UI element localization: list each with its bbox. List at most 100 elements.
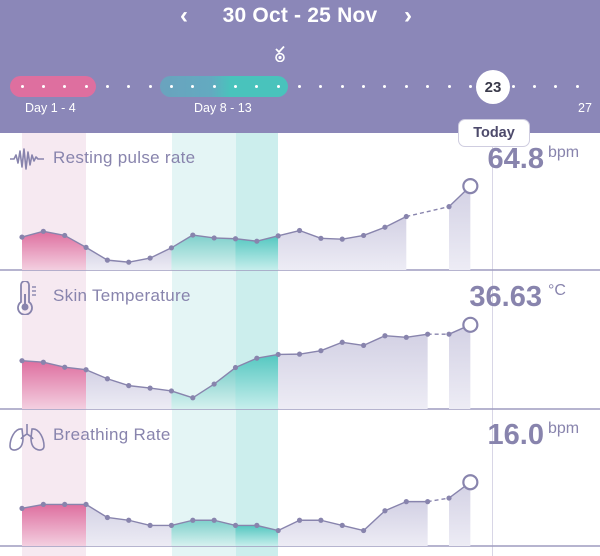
series-line [107, 516, 129, 521]
series-line [192, 383, 215, 399]
pulse-value: 64.8 [487, 143, 544, 175]
fertile-area [171, 235, 236, 270]
data-point [147, 522, 153, 528]
series-line [107, 378, 129, 387]
series-line [107, 259, 129, 263]
series-line [235, 357, 258, 369]
series-line [235, 238, 257, 242]
series-line [171, 390, 194, 399]
data-point [126, 517, 132, 523]
cycle-day-dot[interactable] [84, 85, 88, 88]
series-line [43, 230, 65, 237]
today-area [449, 482, 471, 546]
data-point [147, 255, 153, 261]
cycle-day-dot[interactable] [532, 85, 536, 88]
fertile-peak-area [235, 354, 279, 409]
fertile-window-pill [160, 76, 288, 97]
series-line [214, 237, 236, 240]
data-point [104, 514, 110, 521]
cycle-day-dot[interactable] [234, 85, 237, 88]
data-point [232, 236, 239, 242]
cycle-day-dot[interactable] [298, 85, 302, 88]
cycle-day-dot[interactable] [255, 85, 259, 88]
temperature-value: 36.63 [469, 281, 542, 313]
cycle-day-dot[interactable] [169, 85, 173, 88]
data-point [190, 232, 196, 238]
series-line [21, 359, 44, 363]
data-point [254, 522, 260, 528]
cycle-day-dot[interactable] [426, 85, 430, 88]
data-point [361, 342, 367, 348]
cycle-day-dot[interactable] [276, 85, 280, 88]
period-area [22, 360, 87, 409]
data-point [168, 245, 175, 251]
data-point [190, 517, 196, 523]
data-point [318, 348, 324, 354]
cycle-day-dot[interactable] [63, 85, 67, 88]
current-day-circle[interactable]: 23 [476, 70, 510, 104]
today-point [462, 316, 479, 333]
cycle-day-dot[interactable] [554, 85, 558, 88]
data-point [361, 527, 367, 534]
series-line [128, 257, 151, 263]
data-point [275, 527, 281, 534]
cycle-day-dot[interactable] [511, 85, 515, 88]
data-point [296, 351, 303, 357]
cycle-day-dot[interactable] [148, 85, 152, 88]
cycle-day-dot[interactable] [127, 85, 131, 88]
cycle-day-dot[interactable] [447, 85, 451, 88]
data-point [425, 331, 431, 337]
data-point [83, 244, 89, 250]
data-point [296, 227, 303, 234]
data-point [211, 235, 217, 241]
series-line [406, 205, 450, 218]
series-line [363, 335, 386, 347]
series-line [342, 341, 364, 347]
cycle-day-dot[interactable] [340, 85, 344, 88]
data-point [403, 334, 409, 340]
temperature-title: Skin Temperature [53, 286, 191, 305]
series-line [128, 519, 151, 527]
cycle-day-dot[interactable] [20, 85, 24, 88]
series-line [299, 229, 322, 239]
series-line [213, 366, 236, 385]
cycle-day-dot[interactable] [575, 85, 579, 88]
cycle-day-dot[interactable] [212, 85, 216, 88]
data-point [318, 235, 324, 241]
pulse-unit: bpm [548, 144, 580, 161]
series-line [277, 519, 300, 532]
cycle-day-dot[interactable] [404, 85, 408, 88]
breathing-value: 16.0 [487, 419, 544, 451]
data-point [339, 522, 345, 528]
metrics-charts [0, 133, 600, 556]
fertile-peak-area [235, 235, 279, 270]
today-badge[interactable]: Today [458, 119, 530, 147]
today-area [449, 324, 471, 409]
today-area [449, 186, 471, 270]
cycle-day-dot[interactable] [468, 85, 472, 88]
data-point [62, 232, 68, 239]
cycle-day-dot[interactable] [319, 85, 323, 88]
data-point [147, 385, 153, 391]
fertile-area [171, 520, 236, 546]
series-line [363, 510, 386, 532]
chevron-left-icon[interactable]: ‹ [180, 2, 188, 29]
cycle-day-dot[interactable] [41, 85, 45, 88]
data-point [211, 517, 217, 523]
series-line [320, 519, 343, 527]
chevron-right-icon[interactable]: › [404, 2, 412, 29]
cycle-day-dot[interactable] [383, 85, 387, 88]
series-line [342, 524, 364, 532]
data-point [19, 234, 25, 240]
cycle-day-dot[interactable] [105, 85, 109, 88]
series-line [278, 229, 300, 237]
temperature-unit: °C [548, 282, 566, 299]
cycle-day-dot[interactable] [362, 85, 366, 88]
cycle-day-dot[interactable] [191, 85, 195, 88]
series-line [21, 503, 44, 510]
data-point [126, 383, 132, 389]
series-line [171, 234, 194, 249]
series-line [384, 215, 407, 228]
today-marker-line [492, 145, 493, 556]
period-area [22, 231, 87, 270]
